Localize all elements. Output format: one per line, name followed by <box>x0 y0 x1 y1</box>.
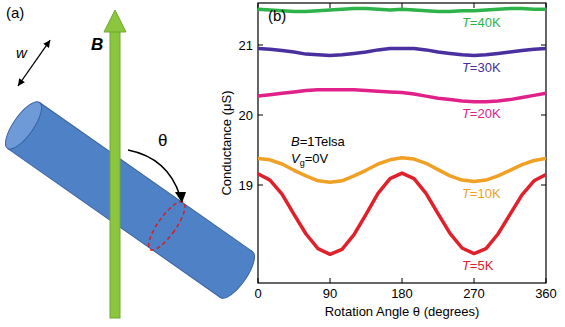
plot-frame <box>258 3 546 283</box>
y-tick-label: 19 <box>239 178 253 193</box>
panel-label: (a) <box>6 4 24 21</box>
y-axis-title: Conductance (μS) <box>219 90 234 195</box>
wire-body <box>7 102 252 297</box>
angle-label: θ <box>158 131 167 150</box>
width-arrow-head <box>43 40 50 48</box>
data-line <box>258 9 546 12</box>
rest: =10K <box>470 186 501 201</box>
y-tick-right <box>541 185 546 186</box>
y-tick <box>258 185 263 186</box>
x-tick-label: 90 <box>323 286 337 301</box>
width-label: w <box>16 44 28 61</box>
y-tick <box>258 115 263 116</box>
angle-arrow <box>128 150 180 196</box>
x-tick-top <box>402 3 403 8</box>
x-tick <box>258 278 259 283</box>
x-tick-top <box>258 3 259 8</box>
chart-panel: 0 90 180 270 360 19 20 21 Rotation Angle θ (degr… <box>219 3 557 319</box>
annotation: Vg=0V <box>291 151 329 168</box>
x-axis-title: Rotation Angle θ (degrees) <box>325 304 480 319</box>
x-tick-top <box>546 3 547 8</box>
x-tick <box>330 278 331 283</box>
y-tick-label: 21 <box>239 38 253 53</box>
rest: =40K <box>470 15 501 30</box>
y-tick <box>258 45 263 46</box>
x-tick <box>546 278 547 283</box>
x-tick-label: 270 <box>463 286 485 301</box>
field-label: B <box>91 35 103 54</box>
x-tick-top <box>474 3 475 8</box>
rest: =30K <box>470 60 501 75</box>
width-arrow-head <box>18 78 25 86</box>
series-group <box>258 9 546 255</box>
data-line <box>258 158 546 183</box>
x-tick <box>474 278 475 283</box>
angle-arrow-head <box>175 192 186 203</box>
series-label: T=5K <box>462 258 494 273</box>
rest: =20K <box>470 106 501 121</box>
x-tick <box>402 278 403 283</box>
y-tick-right <box>541 45 546 46</box>
data-line <box>258 90 546 102</box>
field-arrow-shaft <box>110 30 120 318</box>
rotation-plane <box>143 197 191 255</box>
series-label: T=20K <box>462 106 501 121</box>
rest: =5K <box>470 258 494 273</box>
rest: =1Telsa <box>300 134 346 149</box>
rest: =0V <box>305 151 329 166</box>
x-tick-label: 180 <box>391 286 413 301</box>
series-label: T=40K <box>462 15 501 30</box>
figure: Bθ w (a) 0 90 180 270 360 19 20 21 Rotation Angle θ… <box>0 0 565 327</box>
panel-label: (b) <box>268 7 286 24</box>
x-tick-label: 360 <box>535 286 557 301</box>
symbol: B <box>291 134 300 149</box>
y-tick-right <box>541 115 546 116</box>
series-label: T=10K <box>462 186 501 201</box>
y-tick-label: 20 <box>239 108 253 123</box>
x-tick-top <box>330 3 331 8</box>
annotation: B=1Telsa <box>291 134 346 149</box>
wire-cap <box>0 97 48 154</box>
data-line <box>258 173 546 254</box>
data-line <box>258 49 546 56</box>
diagram-panel: Bθ w (a) <box>0 4 261 318</box>
field-arrow-head <box>104 10 126 32</box>
x-tick-label: 0 <box>254 286 261 301</box>
series-label: T=30K <box>462 60 501 75</box>
